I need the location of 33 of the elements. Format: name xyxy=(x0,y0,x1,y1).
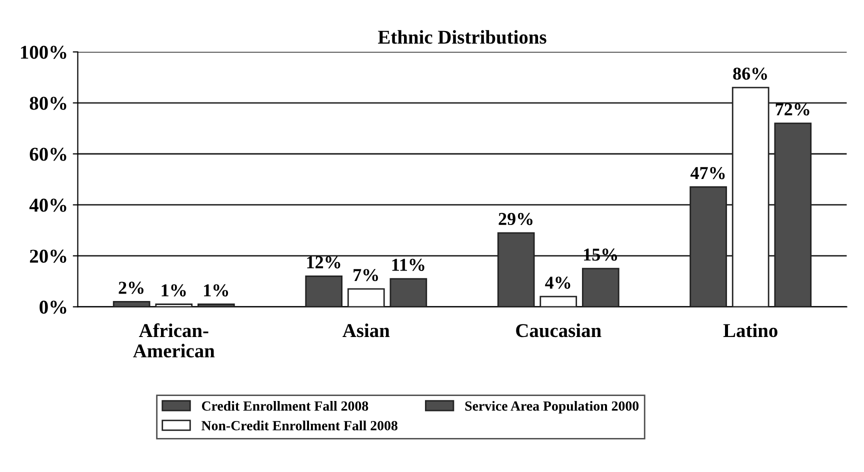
y-tick-label: 40% xyxy=(29,198,66,212)
bar xyxy=(390,278,428,307)
bar xyxy=(155,304,193,307)
data-label: 1% xyxy=(162,284,186,296)
data-label: 86% xyxy=(733,68,767,80)
y-tick-label: 100% xyxy=(20,46,66,59)
bar xyxy=(540,296,578,307)
x-tick-label: Caucasian xyxy=(516,323,602,338)
legend-label: Non-Credit Enrollment Fall 2008 xyxy=(202,420,398,430)
data-label: 12% xyxy=(307,256,340,268)
bar xyxy=(112,301,150,307)
x-tick-label: Asian xyxy=(342,323,390,338)
x-tick-label: African- American xyxy=(133,323,215,358)
bar xyxy=(305,276,342,307)
bar xyxy=(582,268,620,307)
data-label: 72% xyxy=(776,103,810,116)
data-label: 29% xyxy=(498,212,532,226)
data-label: 4% xyxy=(545,276,570,289)
data-label: 47% xyxy=(690,166,725,180)
data-label: 7% xyxy=(354,268,378,282)
chart-title: Ethnic Distributions xyxy=(378,30,546,44)
data-label: 1% xyxy=(204,284,228,296)
bar xyxy=(347,288,385,307)
y-tick-label: 80% xyxy=(30,96,66,110)
data-label: 2% xyxy=(118,282,144,294)
legend-label: Credit Enrollment Fall 2008 xyxy=(202,400,368,411)
legend-label: Service Area Population 2000 xyxy=(465,400,639,414)
bar xyxy=(198,304,235,307)
x-tick-label: Latino xyxy=(723,323,778,338)
y-tick-label: 0% xyxy=(40,300,66,314)
y-tick-label: 60% xyxy=(30,148,66,161)
data-label: 11% xyxy=(392,258,424,271)
y-tick-label: 20% xyxy=(30,250,66,263)
